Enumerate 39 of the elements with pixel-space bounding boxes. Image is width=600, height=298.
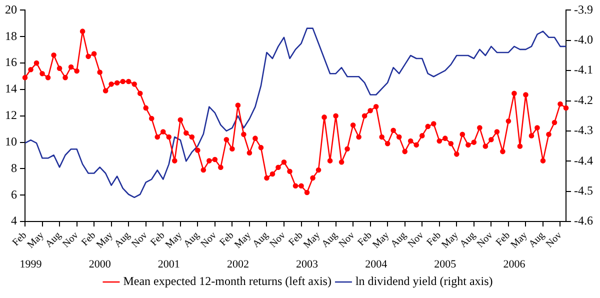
- y2-tick-label: -4.5: [574, 184, 594, 198]
- text: 2001: [158, 258, 180, 270]
- text: 2000: [88, 258, 112, 270]
- text: 2006: [503, 258, 526, 270]
- x-tick-label: May: [94, 230, 116, 251]
- x-tick-label: Aug: [250, 230, 271, 250]
- y-tick-label: 18: [5, 28, 17, 43]
- x-tick-label: May: [302, 230, 322, 251]
- y2-tick-label: -4.4: [574, 153, 594, 168]
- text: 2004: [365, 258, 388, 270]
- x-tick-label: Aug: [320, 230, 340, 250]
- text: 1999: [20, 258, 42, 270]
- y2-tick-label: -4.2: [574, 92, 594, 107]
- y2-tick-label: -4.6: [574, 214, 594, 228]
- x-tick-label: Nov: [268, 230, 288, 250]
- y-tick-label: 4: [11, 214, 17, 228]
- x-tick-label: Nov: [406, 230, 426, 250]
- y-tick-label: 14: [5, 82, 17, 96]
- x-tick-label: Nov: [337, 230, 358, 250]
- y2-tick-label: -4.1: [574, 62, 594, 77]
- x-tick-label: May: [164, 230, 184, 251]
- legend-label: Mean expected 12-month returns (left axis): [123, 274, 332, 288]
- y-tick-label: 16: [5, 55, 17, 70]
- y-tick-label: 6: [11, 187, 17, 202]
- y2-tick-label: -4.0: [574, 32, 594, 47]
- y-tick-label: 20: [5, 2, 17, 16]
- y-tick-label: 8: [11, 160, 17, 175]
- x-tick-label: Nov: [544, 230, 564, 250]
- y2-tick-label: -4.3: [574, 123, 594, 138]
- text: 2002: [226, 258, 249, 270]
- y2-tick-label: -3.9: [574, 2, 594, 16]
- y-tick-label: 12: [5, 108, 17, 122]
- legend-label: ln dividend yield (right axis): [355, 274, 493, 288]
- y-tick-label: 10: [5, 134, 17, 148]
- x-tick-label: Nov: [475, 230, 496, 250]
- text: 2003: [296, 258, 319, 270]
- x-tick-label: May: [232, 230, 254, 251]
- x-tick-label: May: [25, 230, 46, 251]
- text: 2005: [434, 258, 457, 270]
